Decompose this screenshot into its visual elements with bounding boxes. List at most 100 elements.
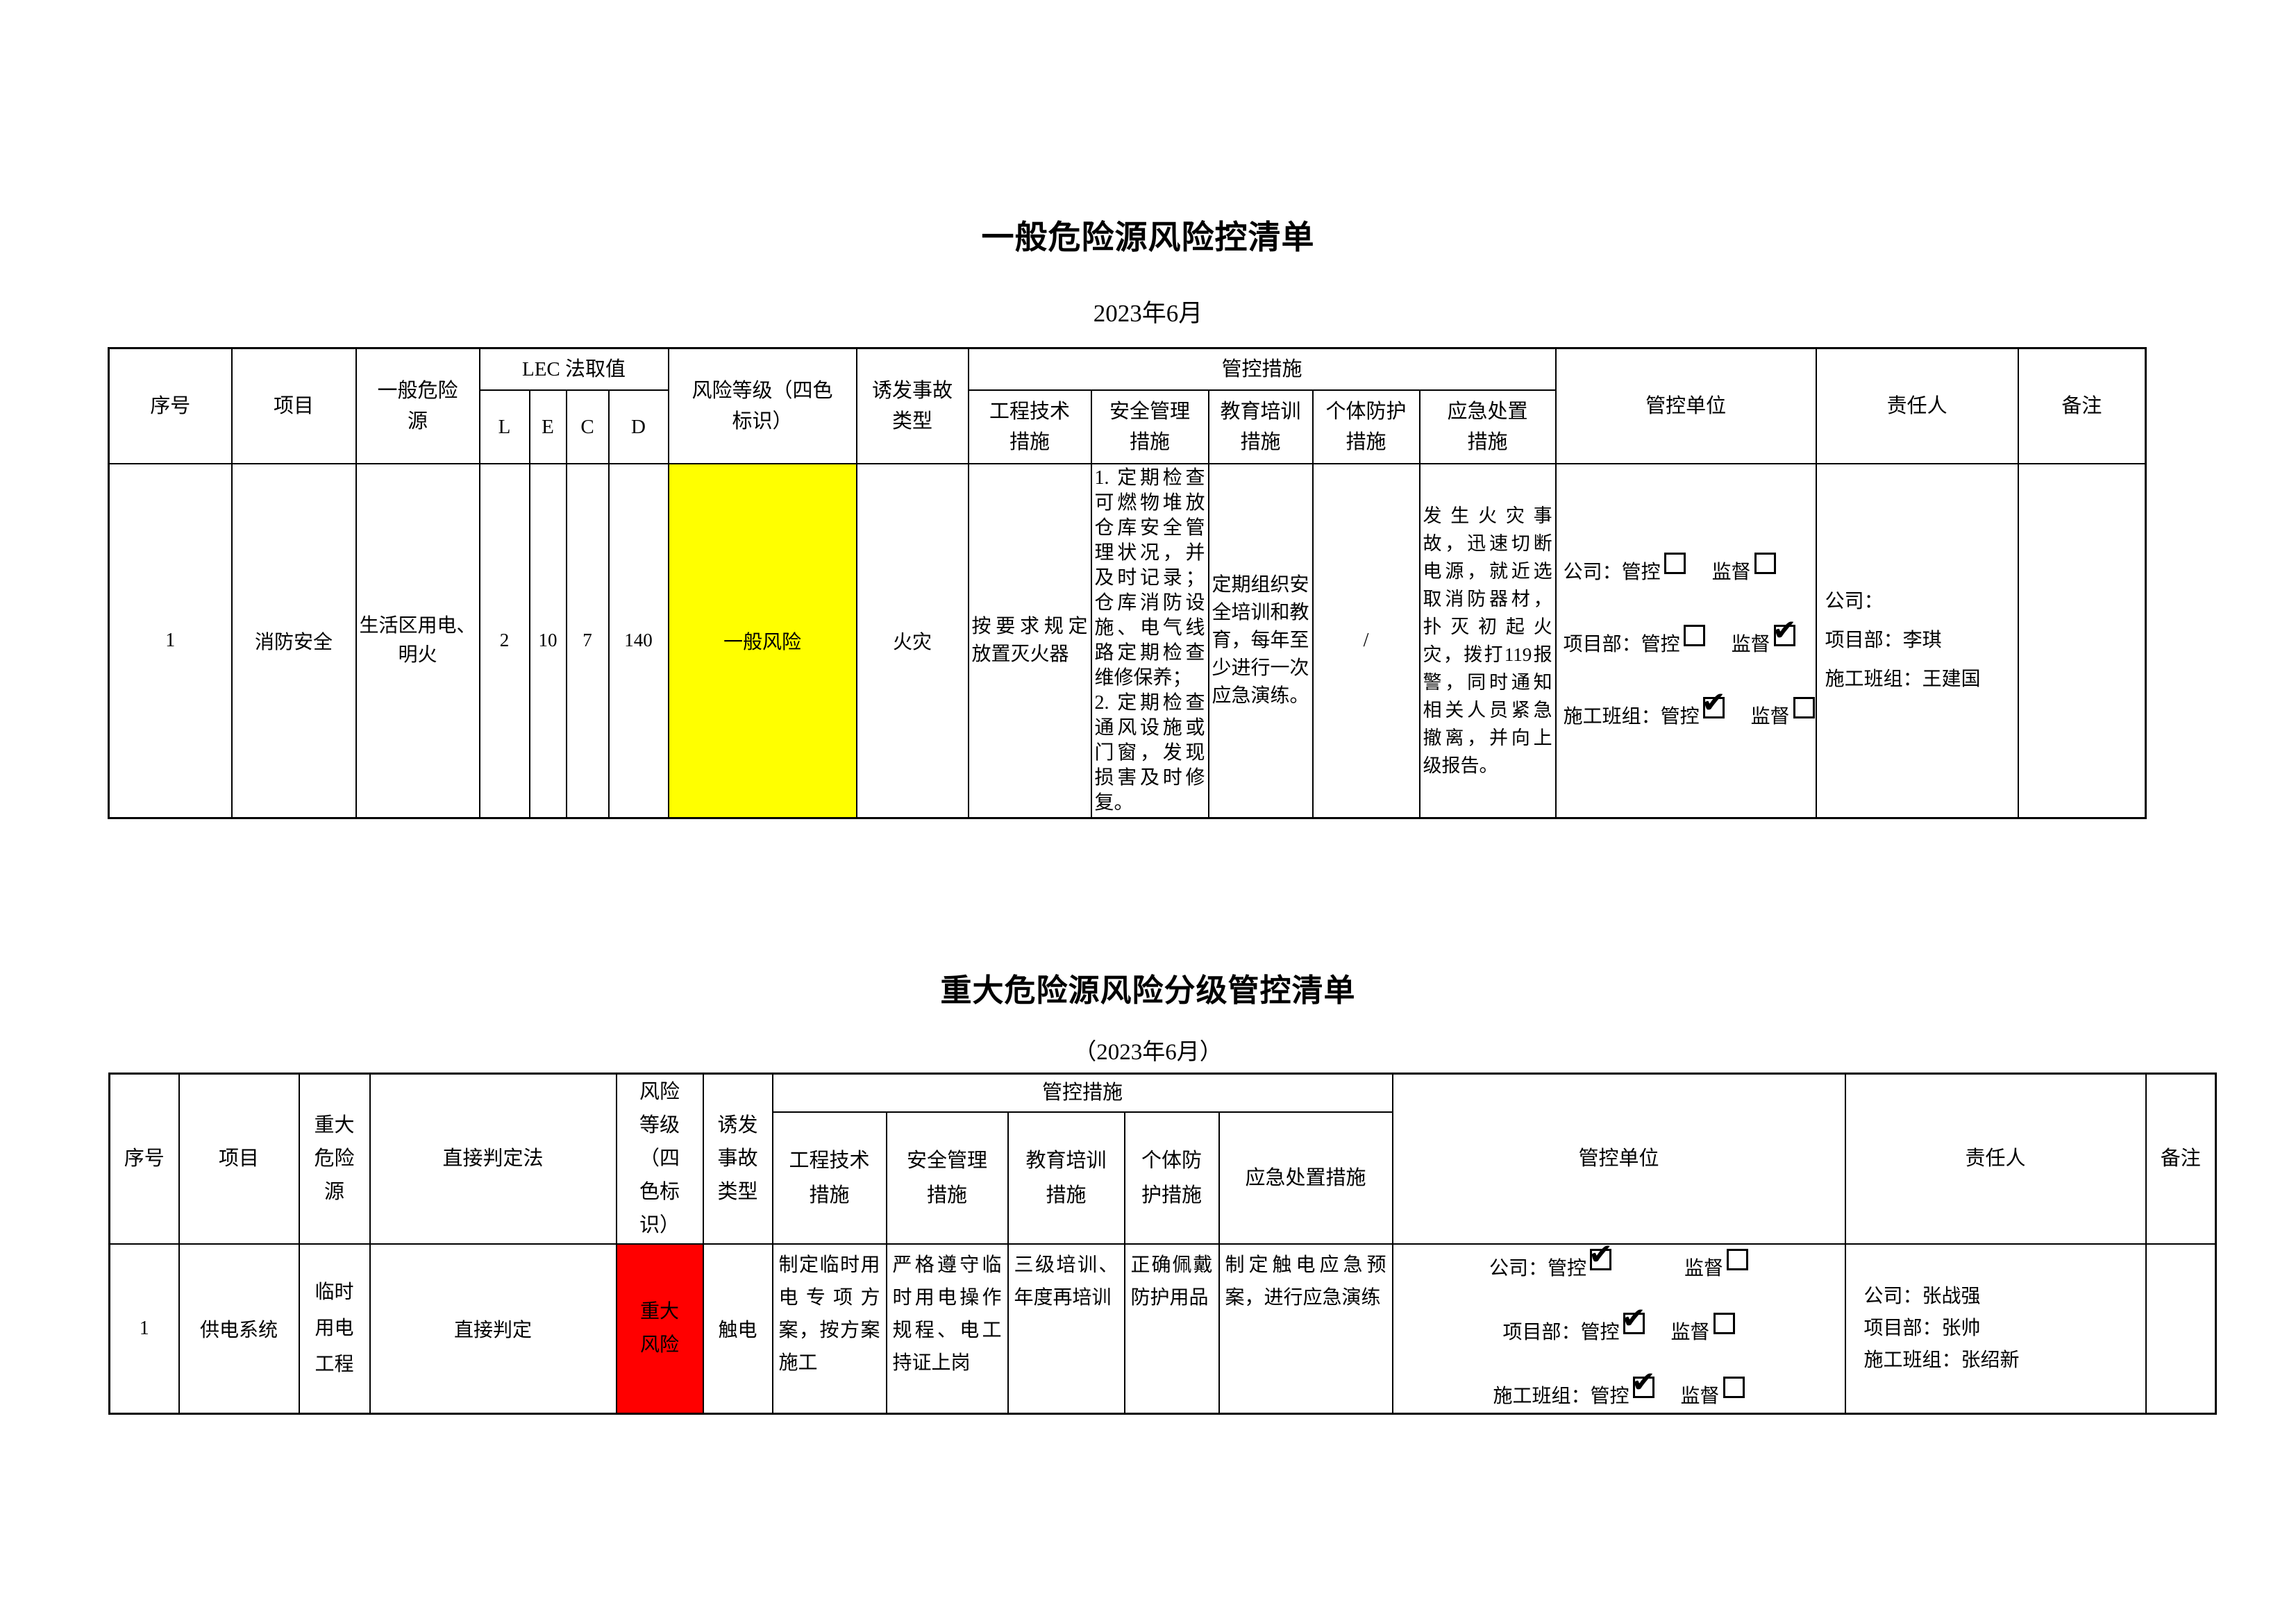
responsible-crew: 施工班组：张绍新 <box>1863 1349 2020 1371</box>
col-lec-group-header: LEC 法取值 <box>478 347 669 391</box>
general-hazard-list-date: 2023年6月 <box>1093 300 1203 327</box>
control-label: 管控 <box>1621 561 1661 583</box>
major-table-row: 1 供电系统 临时用电工程 直接判定 重大风险 触电 制定临时用电专项方案，按方… <box>108 1243 2217 1415</box>
general-table-header-row-2: L E C D 工程技术措施 安全管理措施 教育培训措施 个体防护措施 应急处置… <box>109 389 2146 464</box>
col-engineering-measures-header: 工程技术措施 <box>771 1111 887 1245</box>
col-safety-mgmt-measures-header: 安全管理措施 <box>885 1111 1009 1245</box>
col-accident-type-header: 诱发事故类型 <box>855 347 969 464</box>
col-unit-header: 管控单位 <box>1391 1073 1846 1245</box>
col-risk-level-header: 风险等级（四色标识） <box>667 347 857 464</box>
responsible-crew: 施工班组：王建国 <box>1825 668 1981 690</box>
control-checkbox <box>1622 1304 1646 1334</box>
col-education-measures-header: 教育培训措施 <box>1207 389 1314 464</box>
cell-hazard: 临时用电工程 <box>298 1243 371 1415</box>
org-label: 项目部： <box>1502 1321 1581 1343</box>
cell-personal-protection: 正确佩戴防护用品 <box>1123 1243 1220 1415</box>
cell-seq: 1 <box>108 1243 180 1415</box>
org-label: 施工班组： <box>1493 1385 1591 1407</box>
col-personal-protection-header: 个体防护措施 <box>1123 1111 1220 1245</box>
org-label: 项目部： <box>1563 633 1641 655</box>
supervise-label: 监督 <box>1684 1257 1724 1279</box>
cell-hazard: 生活区用电、明火 <box>355 462 480 818</box>
col-accident-type-header: 诱发事故类型 <box>702 1073 773 1245</box>
cell-responsible: 公司： 项目部：李琪 施工班组：王建国 <box>1815 462 2019 818</box>
col-measures-group-header: 管控措施 <box>967 347 1557 391</box>
col-responsible-header: 责任人 <box>1815 347 2019 464</box>
cell-engineering-measures: 按要求规定放置灭火器 <box>967 462 1092 818</box>
general-hazard-list-title: 一般危险源风险控清单 <box>981 219 1315 255</box>
unit-line-company: 公司：管控 监督 <box>1564 552 1815 585</box>
col-responsible-header: 责任人 <box>1844 1073 2147 1245</box>
control-label: 管控 <box>1660 705 1700 728</box>
cell-lec-l: 2 <box>478 462 530 818</box>
col-emergency-measures-header: 应急处置措施 <box>1218 1111 1393 1245</box>
unit-line-crew: 施工班组：管控 监督 <box>1563 688 1815 729</box>
responsible-company: 公司： <box>1825 590 1884 612</box>
supervise-label: 监督 <box>1711 561 1751 583</box>
col-unit-header: 管控单位 <box>1555 347 1817 464</box>
supervise-label: 监督 <box>1750 705 1790 728</box>
supervise-label: 监督 <box>1680 1385 1720 1407</box>
col-personal-protection-header: 个体防护措施 <box>1312 389 1421 464</box>
cell-risk-level-major: 重大风险 <box>615 1243 704 1415</box>
major-table-header-row-1: 序号 项目 重大危险源 直接判定法 风险等级（四色标识） 诱发事故类型 管控措施… <box>108 1073 2217 1245</box>
cell-education-measures: 定期组织安全培训和教育，每年至少进行一次应急演练。 <box>1207 462 1314 818</box>
org-label: 施工班组： <box>1563 705 1661 728</box>
supervise-label: 监督 <box>1670 1321 1710 1343</box>
major-hazard-table: 序号 项目 重大危险源 直接判定法 风险等级（四色标识） 诱发事故类型 管控措施… <box>108 1073 2218 1415</box>
cell-direct-judge: 直接判定 <box>369 1243 617 1415</box>
col-d-header: D <box>607 389 669 464</box>
unit-line-crew: 施工班组：管控 监督 <box>1394 1368 1844 1408</box>
cell-seq: 1 <box>108 462 233 818</box>
major-hazard-list-date: （2023年6月） <box>1073 1040 1223 1065</box>
unit-line-project-dept: 项目部：管控 监督 <box>1394 1304 1844 1345</box>
col-measures-group-header: 管控措施 <box>771 1073 1393 1113</box>
unit-line-company: 公司：管控 监督 <box>1394 1245 1844 1281</box>
supervise-label: 监督 <box>1731 633 1770 655</box>
cell-risk-level-general: 一般风险 <box>667 462 857 818</box>
major-table-header-row-2: 工程技术措施 安全管理措施 教育培训措施 个体防护措施 应急处置措施 <box>110 1111 2216 1245</box>
col-hazard-header: 重大危险源 <box>298 1073 371 1245</box>
cell-project: 消防安全 <box>231 462 357 818</box>
major-hazard-list-title: 重大危险源风险分级管控清单 <box>940 973 1356 1008</box>
col-risk-level-header: 风险等级（四色标识） <box>615 1073 704 1245</box>
col-hazard-header: 一般危险源 <box>355 347 480 464</box>
supervise-checkbox <box>1793 696 1815 718</box>
general-table-row: 1 消防安全 生活区用电、明火 2 10 7 140 一般风险 火灾 按要求规定… <box>108 462 2147 818</box>
responsible-project-dept: 项目部：张帅 <box>1863 1317 1981 1339</box>
cell-engineering-measures: 制定临时用电专项方案，按方案施工 <box>771 1243 887 1415</box>
supervise-checkbox <box>1727 1248 1749 1270</box>
col-project-header: 项目 <box>231 347 357 464</box>
control-label: 管控 <box>1590 1385 1629 1407</box>
control-checkbox <box>1664 552 1686 574</box>
cell-project: 供电系统 <box>178 1243 300 1415</box>
col-l-header: L <box>478 389 530 464</box>
supervise-checkbox <box>1713 1312 1735 1334</box>
control-label: 管控 <box>1548 1257 1587 1279</box>
cell-lec-c: 7 <box>565 462 610 818</box>
cell-responsible: 公司：张战强 项目部：张帅 施工班组：张绍新 <box>1844 1243 2147 1415</box>
general-table-header-row-1: 序号 项目 一般危险源 LEC 法取值 风险等级（四色标识） 诱发事故类型 管控… <box>108 347 2147 464</box>
supervise-checkbox <box>1723 1376 1745 1398</box>
supervise-checkbox <box>1773 616 1797 646</box>
col-engineering-measures-header: 工程技术措施 <box>967 389 1092 464</box>
col-remark-header: 备注 <box>2145 1073 2217 1245</box>
cell-safety-mgmt-measures: 严格遵守临时用电操作规程、电工持证上岗 <box>885 1243 1009 1415</box>
cell-remark <box>2017 462 2147 818</box>
cell-education-measures: 三级培训、年度再培训 <box>1007 1243 1125 1415</box>
col-direct-judge-header: 直接判定法 <box>369 1073 617 1245</box>
col-emergency-measures-header: 应急处置措施 <box>1418 389 1557 464</box>
cell-lec-d: 140 <box>607 462 669 818</box>
unit-line-project-dept: 项目部：管控 监督 <box>1563 616 1815 657</box>
responsible-project-dept: 项目部：李琪 <box>1825 629 1942 651</box>
general-hazard-table: 序号 项目 一般危险源 LEC 法取值 风险等级（四色标识） 诱发事故类型 管控… <box>108 347 2147 819</box>
col-c-header: C <box>565 389 610 464</box>
col-safety-mgmt-measures-header: 安全管理措施 <box>1090 389 1209 464</box>
control-checkbox <box>1589 1245 1613 1270</box>
col-seq-header: 序号 <box>108 347 233 464</box>
control-label: 管控 <box>1641 633 1680 655</box>
cell-emergency-measures: 制定触电应急预案，进行应急演练 <box>1218 1243 1393 1415</box>
cell-emergency-measures: 发生火灾事故，迅速切断电源，就近选取消防器材，扑灭初起火灾，拨打119报警，同时… <box>1418 462 1557 818</box>
